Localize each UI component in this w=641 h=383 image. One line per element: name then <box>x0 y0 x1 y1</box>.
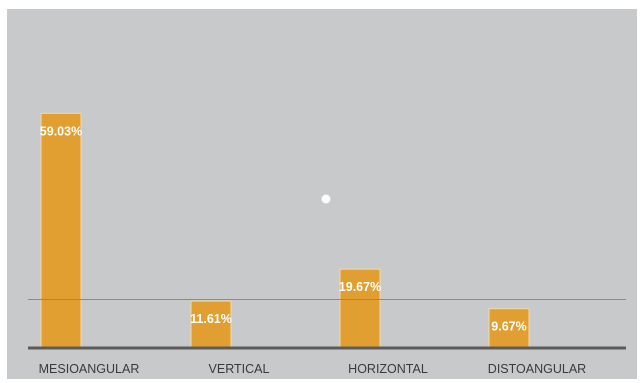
data-label-mesioangular: 59.03% <box>40 124 82 138</box>
tick-label-distoangular: DISTOANGULAR <box>488 362 586 376</box>
data-labels-layer: 59.03% 11.61% 19.67% 9.67% <box>40 124 527 333</box>
data-label-distoangular: 9.67% <box>491 320 526 334</box>
bar-distoangular <box>488 308 530 348</box>
tick-label-horizontal: HORIZONTAL <box>348 362 428 376</box>
tick-label-vertical: VERTICAL <box>209 362 270 376</box>
bar-horizontal <box>339 268 381 348</box>
marker-dot <box>321 194 331 204</box>
x-tick-labels-layer: MESIOANGULAR VERTICAL HORIZONTAL DISTOANGUL… <box>39 362 587 376</box>
plot-background <box>7 9 637 379</box>
bar-mesioangular <box>40 112 82 348</box>
data-label-horizontal: 19.67% <box>339 280 381 294</box>
bars-layer <box>40 112 530 348</box>
bar-vertical <box>190 300 232 348</box>
data-label-vertical: 11.61% <box>190 312 232 326</box>
tick-label-mesioangular: MESIOANGULAR <box>39 362 140 376</box>
